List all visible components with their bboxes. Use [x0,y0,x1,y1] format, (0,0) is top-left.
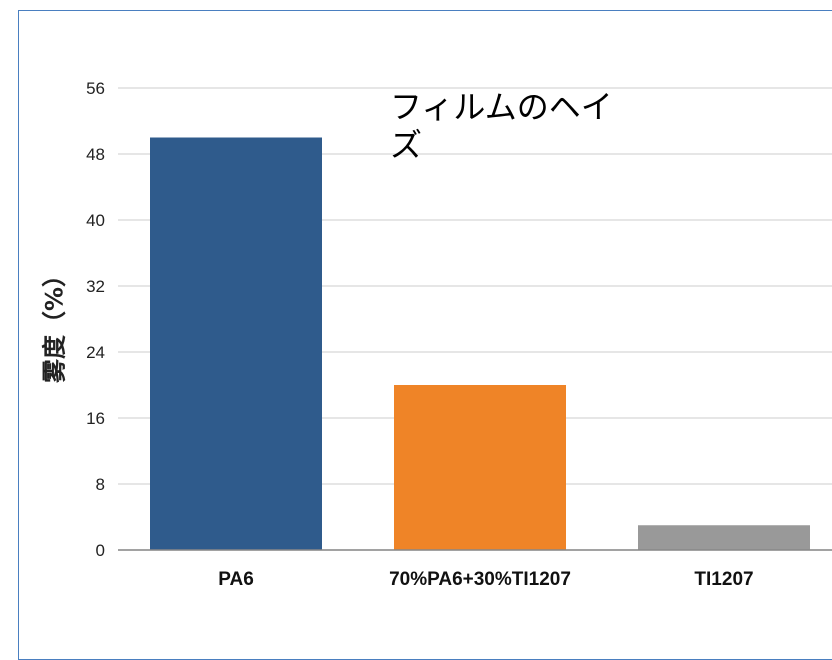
x-tick-label: PA6 [218,569,254,590]
y-tick-label: 40 [86,211,105,230]
bar-70-pa6-30-ti1207 [394,385,566,550]
y-tick-label: 56 [86,79,105,98]
x-axis-ticks: PA6 70%PA6+30%TI1207 TI1207 [218,569,753,590]
x-tick-label: 70%PA6+30%TI1207 [389,569,571,590]
bar-ti1207 [638,525,810,550]
bars [150,137,810,550]
y-tick-label: 0 [96,541,105,560]
bar-pa6 [150,137,322,550]
chart-title: フィルムのヘイズ [390,88,613,164]
y-tick-label: 48 [86,145,105,164]
y-tick-label: 32 [86,277,105,296]
y-axis-label: 雾度（%） [40,262,69,384]
y-tick-label: 16 [86,409,105,428]
x-tick-label: TI1207 [694,569,753,590]
y-tick-label: 8 [96,475,105,494]
y-tick-label: 24 [86,343,105,362]
y-axis-ticks: 0 8 16 24 32 40 48 56 [86,79,105,560]
